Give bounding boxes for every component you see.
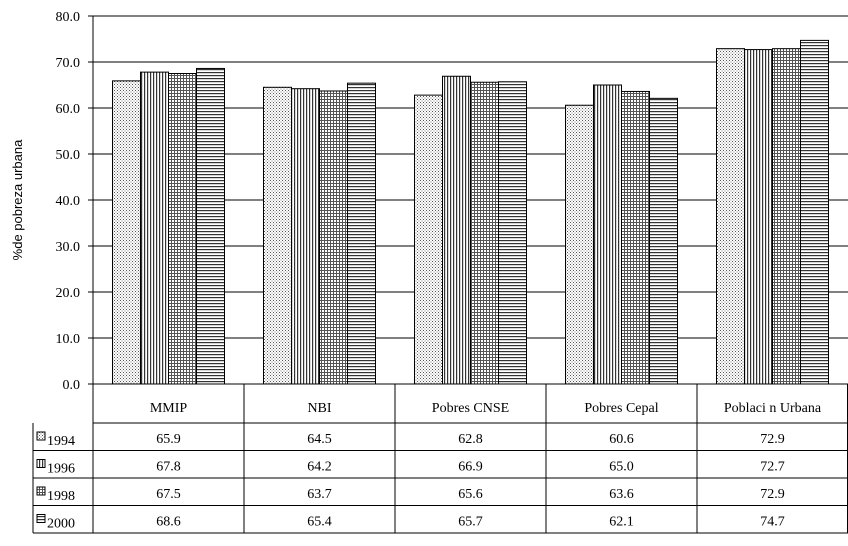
data-label: 67.5 — [156, 487, 181, 502]
bar-2000-3 — [649, 97, 678, 385]
data-label: 62.1 — [609, 515, 634, 530]
bar-1998-1 — [319, 90, 348, 385]
data-label: 63.6 — [609, 487, 634, 502]
bar-1994-2 — [414, 94, 443, 385]
bar-1994-0 — [112, 80, 141, 385]
bar-1994-4 — [716, 48, 745, 385]
legend-key-2000 — [36, 514, 46, 523]
category-label: Poblaci n Urbana — [724, 401, 822, 416]
y-tick-label: 10.0 — [56, 332, 81, 347]
data-label: 65.6 — [458, 487, 483, 502]
category-label: MMIP — [150, 401, 188, 416]
legend-label-1998: 1998 — [47, 489, 75, 504]
bar-2000-0 — [196, 67, 225, 385]
data-label: 72.7 — [760, 460, 785, 475]
y-tick-label: 80.0 — [56, 10, 81, 25]
data-label: 65.9 — [156, 432, 181, 447]
y-tick-label: 0.0 — [63, 378, 81, 393]
legend-label-2000: 2000 — [47, 517, 75, 532]
bar-1996-3 — [593, 84, 622, 385]
y-axis-label: %de pobreza urbana — [10, 139, 25, 260]
data-label: 65.0 — [609, 460, 634, 475]
data-label: 72.9 — [760, 432, 785, 447]
y-axis-ticks: 0.0 10.0 20.0 30.0 40.0 50.0 60.0 70.0 80.0 — [56, 10, 93, 393]
data-label: 63.7 — [307, 487, 332, 502]
data-label: 64.5 — [307, 432, 332, 447]
category-label: NBI — [307, 401, 331, 416]
bar-1998-2 — [470, 81, 499, 385]
data-label: 67.8 — [156, 460, 181, 475]
bar-2000-4 — [800, 39, 829, 385]
bar-2000-2 — [498, 81, 527, 385]
data-label: 65.7 — [458, 515, 483, 530]
data-label: 66.9 — [458, 460, 483, 475]
y-tick-label: 30.0 — [56, 240, 81, 255]
legend-key-1994 — [36, 431, 46, 441]
bar-1996-2 — [442, 75, 471, 385]
data-label: 60.6 — [609, 432, 634, 447]
data-label: 68.6 — [156, 515, 181, 530]
bar-1996-4 — [744, 49, 773, 385]
bar-1998-0 — [168, 73, 197, 385]
y-tick-label: 60.0 — [56, 102, 81, 117]
bar-1994-1 — [263, 86, 292, 385]
bar-1996-0 — [140, 71, 169, 385]
bar-1996-1 — [291, 88, 320, 385]
y-tick-label: 50.0 — [56, 148, 81, 163]
bars — [112, 39, 829, 385]
data-label: 64.2 — [307, 460, 332, 475]
category-label: Pobres CNSE — [432, 401, 509, 416]
data-label: 62.8 — [458, 432, 483, 447]
bar-1998-4 — [772, 48, 801, 385]
data-table: MMIP NBI Pobres CNSE Pobres Cepal Poblaci n … — [32, 384, 848, 534]
legend-label-1994: 1994 — [47, 434, 75, 449]
bar-1994-3 — [565, 104, 594, 385]
legend-key-1998 — [36, 486, 46, 496]
legend-key-1996 — [36, 459, 46, 468]
category-label: Pobres Cepal — [584, 401, 658, 416]
y-tick-label: 70.0 — [56, 56, 81, 71]
data-label: 65.4 — [307, 515, 332, 530]
y-tick-label: 20.0 — [56, 286, 81, 301]
legend-label-1996: 1996 — [47, 462, 75, 477]
bar-1998-3 — [621, 90, 650, 385]
bar-2000-1 — [347, 82, 376, 385]
data-label: 72.9 — [760, 487, 785, 502]
y-tick-label: 40.0 — [56, 194, 81, 209]
data-label: 74.7 — [760, 515, 785, 530]
